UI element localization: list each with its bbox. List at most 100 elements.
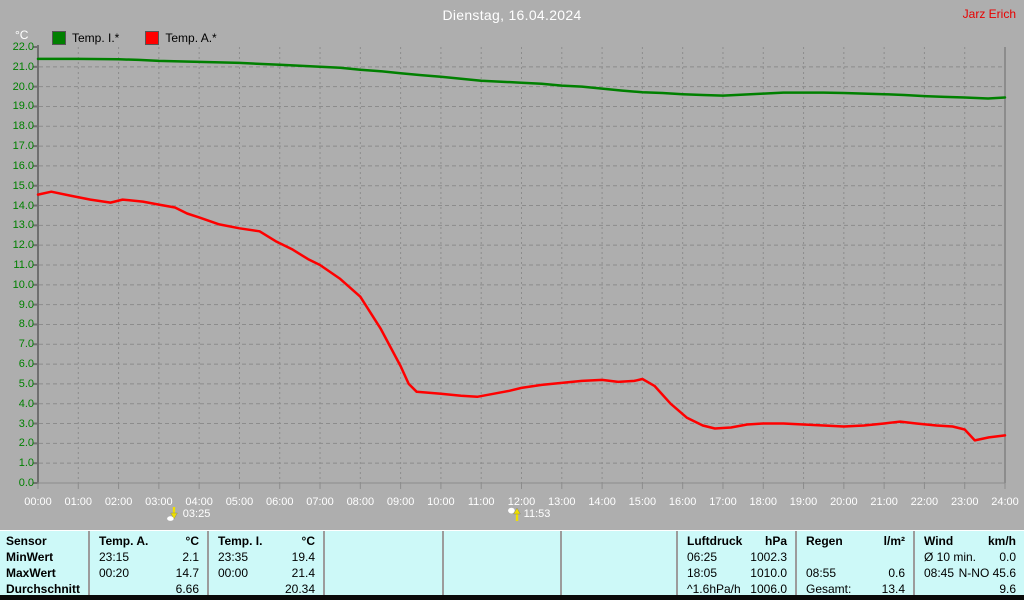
table-cell: 13.4 [881, 582, 905, 596]
y-axis-tick-label: 13.0 [12, 219, 34, 232]
temperature-chart [33, 45, 1007, 489]
moonset-icon [166, 507, 178, 521]
x-axis-tick-label: 22:00 [910, 496, 939, 508]
table-cell: 21.4 [291, 566, 315, 580]
x-axis-tick-label: 02:00 [104, 496, 133, 508]
x-axis-tick-label: 21:00 [870, 496, 898, 508]
table-column [323, 531, 442, 596]
table-column [442, 531, 560, 596]
moonrise-time: 11:53 [523, 508, 551, 520]
y-axis-tick-label: 3.0 [18, 417, 34, 430]
table-cell: 18:05 [687, 566, 718, 580]
temp-a-line [36, 190, 1007, 442]
y-axis-tick-label: 20.0 [12, 80, 34, 93]
table-cell: Ø 10 min. [924, 550, 977, 564]
y-axis-tick-label: 10.0 [12, 278, 34, 291]
table-column [560, 531, 676, 596]
y-axis-tick-label: 1.0 [18, 457, 34, 470]
table-cell: 9.6 [999, 582, 1016, 596]
x-axis-tick-label: 11:00 [467, 496, 495, 508]
temp-i-legend-label: Temp. I.* [72, 31, 120, 45]
table-column: Temp. A. °C 23:15 2.1 00:20 14.7 6.66 [88, 531, 207, 596]
table-cell: 14.7 [175, 566, 199, 580]
x-axis-tick-label: 15:00 [628, 496, 657, 508]
x-axis-tick-label: 05:00 [225, 496, 254, 508]
table-cell: Wind [924, 534, 954, 548]
x-axis-tick-label: 13:00 [548, 496, 576, 508]
x-axis-tick-label: 03:00 [145, 496, 173, 508]
y-axis-tick-label: 22.0 [12, 41, 34, 53]
temp-a-legend-swatch [145, 31, 160, 45]
x-axis-tick-label: 07:00 [306, 496, 334, 508]
moonrise-icon [507, 507, 521, 521]
y-axis-tick-label: 2.0 [18, 437, 34, 450]
moonset-annotation: 03:25 [166, 507, 211, 521]
x-axis-tick-label: 17:00 [709, 496, 737, 508]
table-column: Luftdruck hPa 06:25 1002.3 18:05 1010.0 ^1.6hP… [676, 531, 795, 596]
table-column: Regen l/m² 08:55 0.6 Gesamt: 13.4 [795, 531, 913, 596]
table-cell: 06:25 [687, 550, 718, 564]
table-cell: Temp. A. [99, 534, 149, 548]
y-axis-tick-label: 7.0 [18, 338, 34, 351]
table-column: Temp. I. °C 23:35 19.4 00:00 21.4 20.34 [207, 531, 323, 596]
temp-i-line [36, 57, 1007, 100]
table-cell: Gesamt: [806, 582, 852, 596]
table-cell: 2.1 [182, 550, 199, 564]
table-cell: Luftdruck [687, 534, 743, 548]
chart-legend: Temp. I.* Temp. A.* [52, 31, 243, 45]
y-axis-tick-label: 19.0 [12, 100, 34, 113]
x-axis-tick-label: 00:00 [24, 496, 52, 508]
y-axis-tick-label: 9.0 [18, 298, 34, 311]
y-axis-tick-label: 0.0 [18, 477, 34, 489]
x-axis-tick-label: 16:00 [668, 496, 697, 508]
page-title: Dienstag, 16.04.2024 [442, 7, 582, 23]
table-cell: 23:35 [218, 550, 249, 564]
x-axis-tick-label: 10:00 [427, 496, 455, 508]
table-cell: 6.66 [175, 582, 199, 596]
moonrise-annotation: 11:53 [507, 507, 551, 521]
table-cell: l/m² [883, 534, 905, 548]
table-cell: Regen [806, 534, 843, 548]
y-axis-tick-label: 5.0 [18, 377, 34, 390]
x-axis-tick-label: 12:00 [507, 496, 536, 508]
y-axis-tick-label: 14.0 [12, 199, 34, 212]
table-cell: 20.34 [284, 582, 315, 596]
station-owner-label: Jarz Erich [962, 7, 1016, 21]
chart-canvas [33, 45, 1007, 489]
table-cell: 1002.3 [750, 550, 787, 564]
y-axis-tick-label: 12.0 [12, 239, 34, 252]
temp-i-legend-swatch [52, 31, 66, 45]
table-cell: 1010.0 [750, 566, 787, 580]
table-cell: 0.0 [999, 550, 1016, 564]
moonset-time: 03:25 [182, 508, 211, 520]
temp-a-legend-label: Temp. A.* [165, 31, 217, 45]
x-axis-tick-label: 04:00 [185, 496, 213, 508]
table-cell: 08:55 [806, 566, 837, 580]
table-cell: °C [301, 534, 315, 548]
table-cell: 23:15 [99, 550, 130, 564]
table-cell: 08:45 [924, 566, 955, 580]
table-cell: 00:00 [218, 566, 249, 580]
y-axis-tick-label: 17.0 [12, 140, 34, 153]
x-axis-tick-label: 19:00 [789, 496, 818, 508]
y-axis-tick-label: 6.0 [18, 358, 34, 371]
y-axis-unit-label: °C [15, 28, 29, 42]
table-row-label: Durchschnitt [6, 582, 81, 596]
y-axis-tick-label: 16.0 [12, 159, 34, 172]
x-axis-tick-label: 18:00 [749, 496, 778, 508]
table-cell: km/h [987, 534, 1016, 548]
y-axis-tick-label: 15.0 [12, 179, 34, 192]
y-axis-tick-label: 18.0 [12, 120, 34, 133]
table-cell: hPa [764, 534, 787, 548]
x-axis-tick-label: 08:00 [346, 496, 375, 508]
y-axis-tick-label: 4.0 [18, 397, 34, 410]
table-cell: 19.4 [291, 550, 315, 564]
x-axis-tick-label: 23:00 [950, 496, 979, 508]
y-axis-tick-label: 11.0 [13, 259, 34, 271]
table-cell: ^1.6hPa/h [687, 582, 741, 596]
x-axis-tick-label: 09:00 [386, 496, 415, 508]
table-cell: 00:20 [99, 566, 130, 580]
table-cell: N-NO 45.6 [958, 566, 1016, 580]
table-cell: 0.6 [888, 566, 905, 580]
